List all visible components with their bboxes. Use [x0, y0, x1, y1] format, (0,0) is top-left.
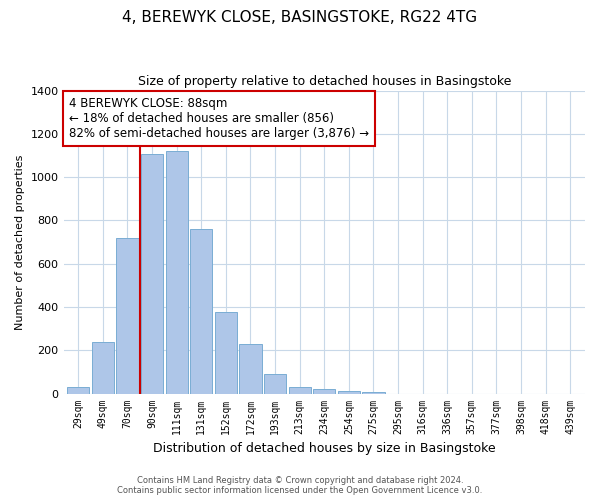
- Bar: [67, 387, 89, 394]
- Text: 4, BEREWYK CLOSE, BASINGSTOKE, RG22 4TG: 4, BEREWYK CLOSE, BASINGSTOKE, RG22 4TG: [122, 10, 478, 25]
- Bar: [239, 344, 262, 394]
- Y-axis label: Number of detached properties: Number of detached properties: [15, 154, 25, 330]
- X-axis label: Distribution of detached houses by size in Basingstoke: Distribution of detached houses by size …: [153, 442, 496, 455]
- Title: Size of property relative to detached houses in Basingstoke: Size of property relative to detached ho…: [137, 75, 511, 88]
- Text: Contains HM Land Registry data © Crown copyright and database right 2024.
Contai: Contains HM Land Registry data © Crown c…: [118, 476, 482, 495]
- Bar: [166, 151, 188, 394]
- Text: 4 BEREWYK CLOSE: 88sqm
← 18% of detached houses are smaller (856)
82% of semi-de: 4 BEREWYK CLOSE: 88sqm ← 18% of detached…: [69, 96, 369, 140]
- Bar: [313, 389, 335, 394]
- Bar: [190, 229, 212, 394]
- Bar: [116, 238, 139, 394]
- Bar: [338, 392, 360, 394]
- Bar: [141, 154, 163, 394]
- Bar: [264, 374, 286, 394]
- Bar: [362, 392, 385, 394]
- Bar: [92, 342, 114, 394]
- Bar: [215, 312, 237, 394]
- Bar: [289, 387, 311, 394]
